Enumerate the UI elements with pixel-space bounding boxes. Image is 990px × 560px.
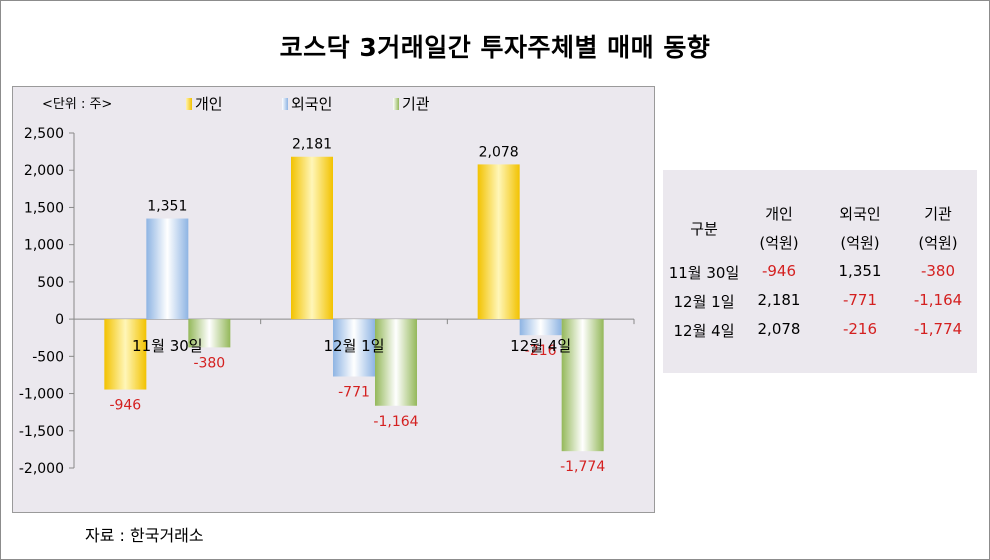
bar-individual-1 [104, 319, 147, 390]
legend-item-individual: 개인 [186, 93, 223, 114]
bar-institution-3 [561, 319, 604, 452]
table-row-label: 11월 30일 [668, 264, 740, 282]
table-header-institution-unit: (억원) [918, 234, 958, 252]
bar-institution-2 [375, 319, 417, 406]
table-cell: -1,774 [913, 320, 963, 338]
source-note: 자료 : 한국거래소 [85, 526, 204, 545]
chart-title: 코스닥 3거래일간 투자주체별 매매 동향 [279, 33, 711, 62]
y-tick-label: 1,000 [24, 238, 64, 254]
data-label-institution-1: -380 [193, 355, 225, 371]
legend-swatch-individual [186, 97, 192, 110]
legend-swatch-foreign [282, 97, 288, 110]
table-row-label: 12월 4일 [673, 322, 735, 340]
y-tick-label: 2,500 [24, 126, 64, 142]
bar-foreign-1 [146, 218, 189, 320]
bar-individual-3 [477, 164, 520, 320]
legend-swatch-institution [393, 97, 399, 110]
y-tick-label: 2,000 [24, 163, 64, 179]
table-header-label: 구분 [690, 220, 718, 238]
legend-label-institution: 기관 [402, 95, 430, 113]
category-label-3: 12월 4일 [510, 337, 571, 355]
table-header-individual: 개인 [765, 205, 793, 223]
table-cell: -946 [761, 262, 797, 280]
table-cell: 2,181 [757, 291, 801, 309]
table-header-foreign-unit: (억원) [840, 234, 880, 252]
table-cell: -216 [842, 320, 878, 338]
unit-label: <단위 : 주> [42, 97, 113, 112]
bar-institution-1 [188, 319, 231, 348]
data-label-institution-2: -1,164 [373, 414, 418, 430]
legend-item-institution: 기관 [393, 93, 430, 114]
data-label-individual-3: 2,078 [479, 144, 519, 160]
category-label-1: 11월 30일 [132, 337, 203, 355]
legend-item-foreign: 외국인 [282, 93, 332, 114]
y-tick-label: 1,500 [24, 200, 64, 216]
y-tick-label: 500 [37, 275, 64, 291]
bar-foreign-2 [333, 319, 375, 377]
table-header-foreign: 외국인 [839, 205, 881, 223]
bar-foreign-3 [519, 319, 562, 336]
bar-individual-2 [291, 156, 333, 320]
y-tick-label: -1,000 [19, 387, 64, 403]
table-cell: -1,164 [913, 291, 963, 309]
table-cell: -380 [920, 262, 956, 280]
table-cell: 1,351 [838, 262, 882, 280]
data-label-individual-1: -946 [109, 398, 141, 414]
y-tick-label: -2,000 [19, 461, 64, 477]
chart-area [12, 86, 655, 513]
data-label-foreign-1: 1,351 [147, 199, 187, 215]
table-cell: 2,078 [757, 320, 801, 338]
data-label-foreign-2: -771 [338, 385, 370, 401]
legend-label-foreign: 외국인 [291, 95, 333, 113]
legend-label-individual: 개인 [195, 95, 223, 113]
table-row-label: 12월 1일 [673, 293, 735, 311]
table-cell: -771 [842, 291, 878, 309]
table-header-individual-unit: (억원) [759, 234, 799, 252]
y-tick-label: -500 [32, 349, 64, 365]
y-tick-label: -1,500 [19, 424, 64, 440]
data-table: 구분 개인 (억원) 외국인 (억원) 기관 (억원) 11월 30일 -946… [663, 170, 977, 373]
data-label-individual-2: 2,181 [292, 137, 332, 153]
data-label-institution-3: -1,774 [560, 459, 605, 475]
data-label-foreign-3: -216 [525, 343, 557, 359]
y-tick-label: 0 [55, 312, 64, 328]
category-label-2: 12월 1일 [324, 337, 385, 355]
table-header-institution: 기관 [924, 205, 952, 223]
